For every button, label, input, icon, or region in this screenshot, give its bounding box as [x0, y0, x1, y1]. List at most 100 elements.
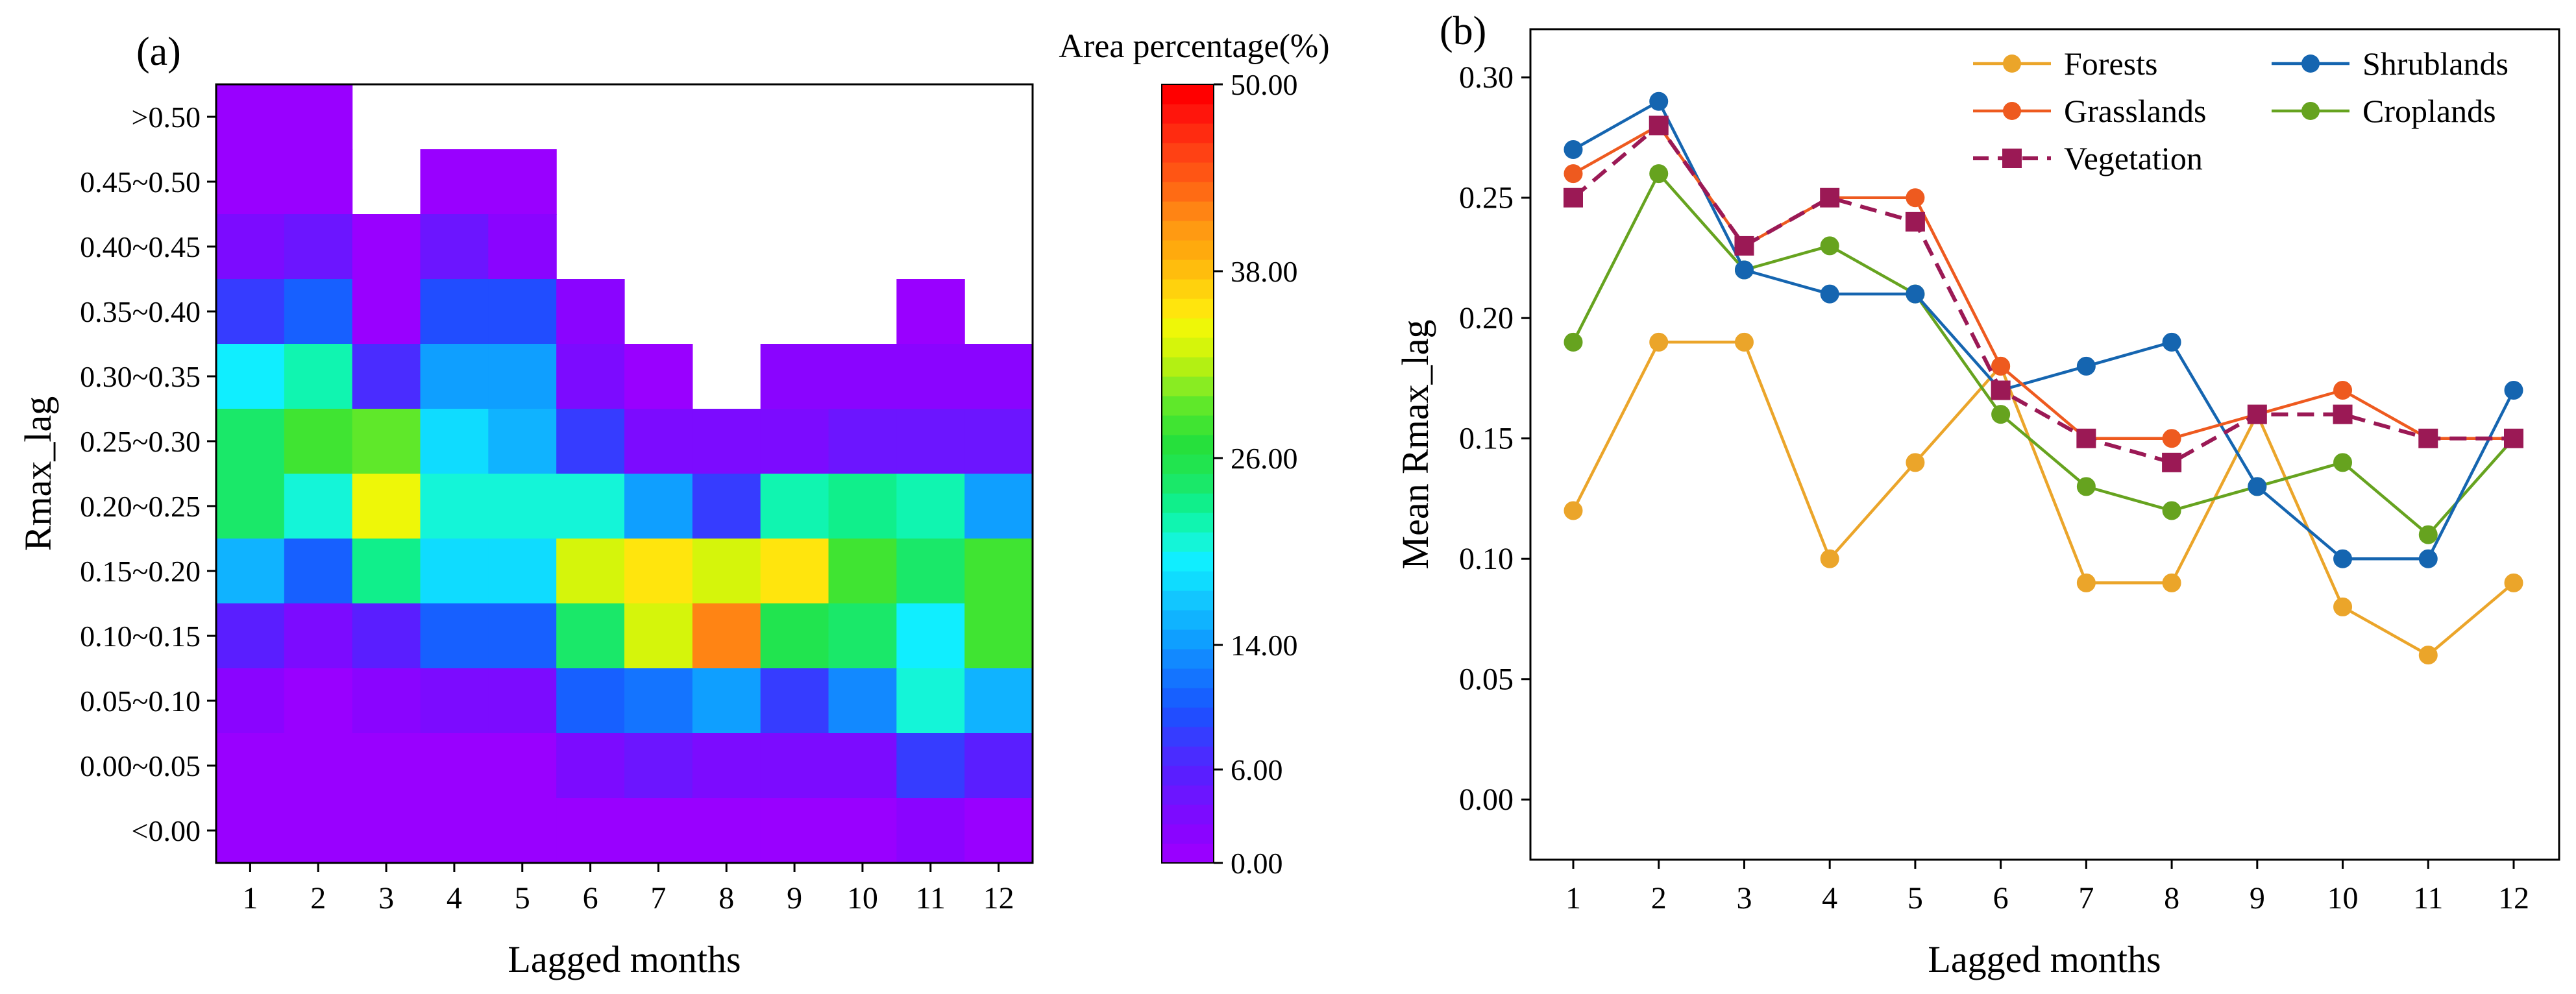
colorbar-swatch [1162, 279, 1214, 299]
data-point-forests [1820, 549, 1839, 568]
heatmap-cell [284, 149, 353, 215]
heatmap-cell [488, 474, 557, 539]
series-grasslands [1564, 115, 2523, 448]
heatmap-y-tick-label: 0.30~0.35 [80, 360, 201, 393]
line-y-ticks: 0.00 0.05 0.10 0.15 0.20 0.25 0.30 [1459, 60, 1530, 817]
colorbar-swatch [1162, 415, 1214, 435]
heatmap-cell [964, 603, 1033, 669]
heatmap-cell [896, 279, 965, 345]
colorbar-swatch [1162, 629, 1214, 649]
heatmap-cell [828, 344, 897, 409]
heatmap-cell [488, 603, 557, 669]
heatmap-cell [420, 798, 489, 864]
heatmap-cell [216, 603, 285, 669]
data-point-grasslands [1564, 164, 1583, 184]
heatmap-cell [692, 474, 761, 539]
colorbar-swatch [1162, 260, 1214, 280]
colorbar-swatch [1162, 805, 1214, 825]
heatmap-cell [352, 668, 421, 734]
heatmap-x-tick-label: 4 [447, 881, 462, 915]
colorbar-frame [1161, 84, 1214, 864]
data-point-forests [2504, 573, 2523, 592]
heatmap-y-tick-label: 0.40~0.45 [80, 230, 201, 263]
data-point-shrublands [2076, 356, 2096, 376]
heatmap-cell [828, 668, 897, 734]
colorbar-swatch [1162, 610, 1214, 630]
heatmap-y-tick-label: 0.25~0.30 [80, 425, 201, 458]
heatmap-y-tick-label: 0.05~0.10 [80, 685, 201, 718]
legend-label-shrublands: Shrublands [2362, 45, 2509, 82]
heatmap-cell [556, 279, 625, 345]
data-point-vegetation [2162, 452, 2182, 472]
data-point-forests [2076, 573, 2096, 592]
heatmap-y-tick-label: >0.50 [132, 101, 201, 134]
colorbar-swatch [1162, 766, 1214, 786]
line-y-tick-label: 0.15 [1459, 422, 1514, 456]
data-point-vegetation [1649, 115, 1669, 136]
heatmap-cell [896, 603, 965, 669]
heatmap-cell [556, 474, 625, 539]
heatmap-cell [964, 733, 1033, 799]
panel-b-label: (b) [1440, 9, 1486, 53]
heatmap-cell [896, 798, 965, 864]
heatmap-cell [556, 539, 625, 604]
heatmap-cell [556, 409, 625, 474]
colorbar-swatch [1162, 668, 1214, 688]
series-line-grasslands [1572, 123, 2514, 440]
heatmap-cell [216, 409, 285, 474]
heatmap-y-tick-label: 0.45~0.50 [80, 165, 201, 199]
series-vegetation [1564, 115, 2523, 472]
heatmap-cell [284, 798, 353, 864]
heatmap-cell [420, 539, 489, 604]
heatmap-cell [896, 733, 965, 799]
line-plot-frame [1529, 28, 2560, 861]
legend-label-vegetation: Vegetation [2064, 140, 2203, 176]
colorbar-swatch [1162, 396, 1214, 416]
heatmap-cell [624, 733, 693, 799]
data-point-shrublands [2504, 381, 2523, 400]
heatmap-cell [284, 279, 353, 345]
heatmap-cell [216, 344, 285, 409]
heatmap-cell [828, 474, 897, 539]
colorbar-swatch [1162, 123, 1214, 143]
heatmap-cell [284, 539, 353, 604]
heatmap-cell [964, 539, 1033, 604]
colorbar-swatch [1162, 688, 1214, 708]
heatmap-cell [828, 603, 897, 669]
data-point-vegetation [2504, 428, 2523, 448]
colorbar-swatch [1162, 454, 1214, 474]
heatmap-cell [556, 798, 625, 864]
heatmap-cell [760, 409, 829, 474]
series-line-vegetation [1572, 123, 2514, 465]
line-series-group [1564, 91, 2523, 665]
heatmap-cell [556, 603, 625, 669]
data-point-shrublands [1649, 91, 1669, 111]
heatmap-x-tick-label: 6 [583, 881, 598, 915]
heatmap-x-tick-label: 9 [787, 881, 802, 915]
heatmap-cell [624, 474, 693, 539]
line-y-tick-label: 0.05 [1459, 662, 1514, 697]
heatmap-cell [420, 149, 489, 215]
data-point-vegetation [2247, 404, 2267, 424]
legend-entry-croplands: Croplands [2272, 93, 2496, 129]
colorbar-tick-label: 6.00 [1231, 753, 1283, 786]
line-x-tick-label: 11 [2413, 881, 2443, 915]
data-point-shrublands [1564, 140, 1583, 160]
heatmap-cell [216, 474, 285, 539]
heatmap-cell [420, 214, 489, 280]
heatmap-cell [216, 279, 285, 345]
heatmap-y-tick-label: 0.10~0.15 [80, 620, 201, 653]
heatmap-cell [896, 344, 965, 409]
data-point-shrublands [2162, 332, 2181, 352]
heatmap-cell [216, 798, 285, 864]
heatmap-cell [964, 409, 1033, 474]
heatmap-cell [624, 409, 693, 474]
heatmap-cell [488, 668, 557, 734]
heatmap-cell [896, 668, 965, 734]
heatmap-cell [692, 409, 761, 474]
heatmap-cell [420, 474, 489, 539]
heatmap-cell [624, 668, 693, 734]
series-line-forests [1571, 341, 2515, 657]
colorbar-swatch [1162, 649, 1214, 669]
